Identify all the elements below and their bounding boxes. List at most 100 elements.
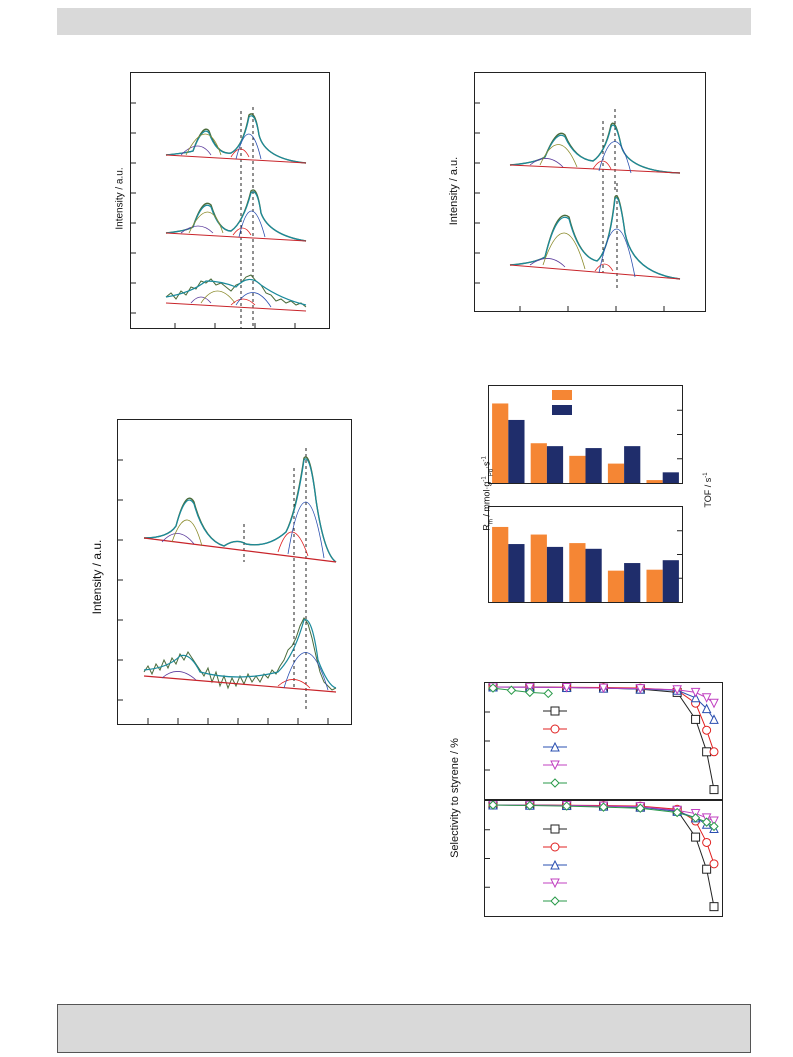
data-point-circle	[702, 837, 712, 847]
xps-top-right-ylabel: Intensity / a.u.	[448, 156, 460, 226]
page-footer-bar	[57, 1004, 751, 1053]
legend-swatch-orange	[552, 390, 572, 400]
selectivity-plot-bottom	[485, 801, 719, 912]
xps-plot-bottom-left	[118, 448, 337, 724]
bar-mark	[569, 455, 586, 483]
tof-label-sup: -1	[703, 472, 709, 478]
data-point-triangle	[550, 741, 560, 752]
bar-mark	[646, 480, 663, 483]
data-point-diamond	[525, 687, 535, 698]
data-point-diamond	[550, 778, 560, 788]
data-point-inverted-triangle	[709, 816, 719, 827]
bar-mark	[624, 446, 641, 483]
bar-mark	[662, 472, 679, 483]
bar-mark	[508, 544, 525, 602]
bar-mark	[624, 563, 641, 602]
data-point-diamond	[598, 802, 609, 812]
bar-chart-bottom	[492, 526, 682, 602]
bar-mark	[492, 526, 509, 602]
tof-label: TOF / s	[703, 477, 713, 508]
xps-panel-top-left	[130, 72, 330, 329]
series-line	[493, 804, 715, 907]
bar-mark	[546, 546, 564, 602]
data-point-diamond	[701, 817, 712, 827]
data-point-inverted-triangle	[550, 760, 560, 771]
bar-mark	[607, 463, 625, 483]
data-point-diamond	[550, 896, 560, 906]
selectivity-ylabel: Selectivity to styrene / %	[449, 738, 461, 858]
data-point-square	[691, 832, 701, 842]
data-point-diamond	[506, 685, 517, 695]
data-point-circle	[702, 725, 712, 735]
ylabel-pd-sub: Pd	[488, 468, 495, 477]
data-point-inverted-triangle	[701, 693, 712, 703]
page-header-bar	[57, 8, 751, 35]
selectivity-bottom-panel	[484, 800, 723, 917]
bar-chart-top	[492, 403, 682, 483]
legend-swatch-navy	[552, 405, 572, 415]
data-point-square	[709, 902, 719, 912]
selectivity-plot-top	[485, 683, 719, 795]
data-point-diamond	[672, 807, 682, 818]
data-point-triangle	[690, 692, 701, 703]
bar-mark	[546, 446, 564, 483]
data-point-inverted-triangle	[598, 683, 609, 694]
data-point-inverted-triangle	[690, 687, 701, 698]
series-line	[493, 686, 715, 790]
bar-right-ylabel: TOF / s-1	[703, 460, 713, 520]
selectivity-top-panel	[484, 682, 723, 800]
xps-panel-top-right	[474, 72, 706, 312]
data-point-circle	[550, 842, 560, 852]
bar-mark	[585, 448, 602, 483]
data-point-inverted-triangle	[672, 685, 682, 695]
data-point-square	[691, 714, 701, 724]
data-point-square	[709, 785, 719, 795]
data-point-inverted-triangle	[635, 684, 646, 694]
data-point-square	[702, 747, 712, 757]
ylabel-s: ·s	[481, 461, 492, 469]
ylabel-unit: / mmol·g	[481, 481, 492, 517]
bar-mark	[492, 403, 509, 483]
ylabel-r-sub: m	[488, 519, 495, 525]
data-point-diamond	[543, 688, 553, 699]
data-point-diamond	[488, 683, 498, 693]
data-point-diamond	[488, 801, 498, 810]
bar-mark	[530, 534, 547, 602]
data-point-circle	[709, 859, 719, 869]
data-point-inverted-triangle	[709, 698, 719, 709]
data-point-diamond	[690, 813, 701, 823]
data-point-triangle	[709, 714, 719, 724]
data-point-triangle	[550, 859, 560, 870]
data-point-diamond	[561, 801, 572, 811]
ylabel-r: R	[481, 524, 492, 531]
series-line	[492, 687, 549, 694]
data-point-square	[550, 706, 560, 716]
xps-plot-top-right	[475, 102, 681, 311]
data-point-circle	[709, 747, 719, 757]
bar-mark	[585, 548, 602, 602]
bar-mark	[530, 443, 547, 483]
ylabel-s-sup: -1	[481, 456, 488, 462]
bar-left-ylabel: Rm / mmol·g-1Pd·s-1	[482, 423, 495, 563]
data-point-diamond	[635, 803, 646, 813]
bar-mark	[646, 569, 663, 602]
bar-chart-top-panel	[488, 385, 683, 484]
bar-mark	[508, 419, 525, 483]
data-point-inverted-triangle	[550, 878, 560, 889]
xps-bottom-left-ylabel: Intensity / a.u.	[90, 539, 104, 615]
data-point-square	[550, 824, 560, 834]
data-point-circle	[550, 724, 560, 734]
bar-mark	[662, 560, 679, 602]
bar-chart-bottom-panel	[488, 506, 683, 603]
bar-mark	[569, 543, 586, 602]
ylabel-unit-sup: -1	[481, 476, 488, 482]
bar-mark	[607, 570, 625, 602]
data-point-diamond	[709, 821, 719, 832]
data-point-diamond	[525, 801, 535, 811]
data-point-triangle	[701, 703, 712, 714]
data-point-inverted-triangle	[525, 683, 535, 693]
data-point-inverted-triangle	[561, 683, 572, 693]
xps-plot-top-left	[131, 102, 307, 328]
data-point-square	[702, 864, 712, 874]
xps-top-left-ylabel: Intensity / a.u.	[114, 167, 126, 230]
